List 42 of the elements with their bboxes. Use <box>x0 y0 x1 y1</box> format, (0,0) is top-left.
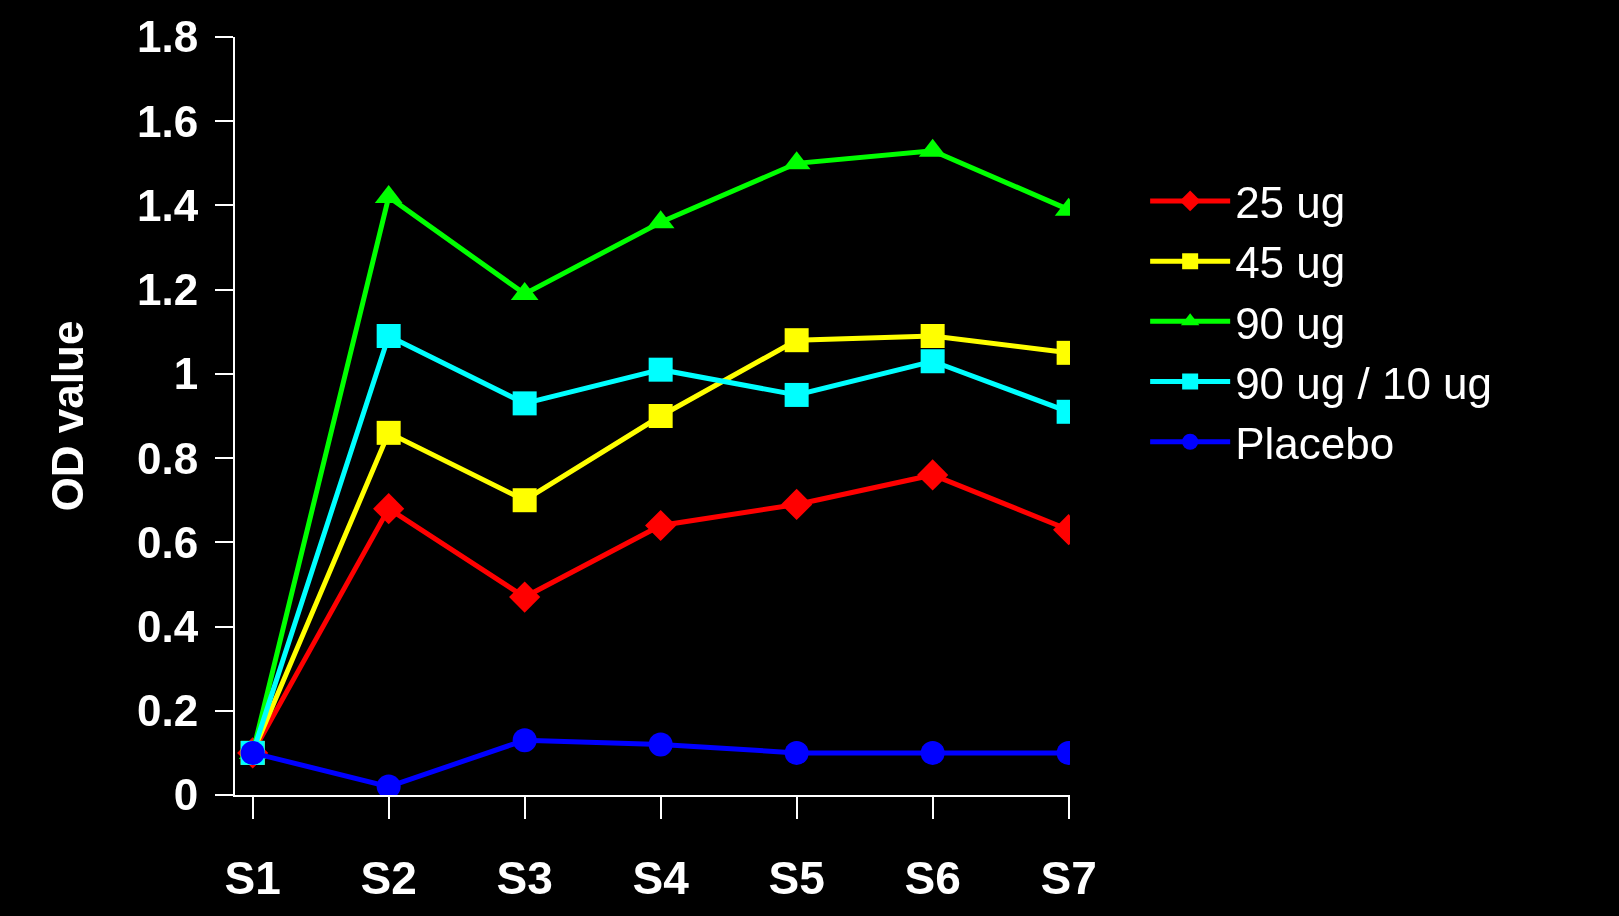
point <box>920 740 945 765</box>
point <box>648 732 673 757</box>
point <box>645 509 677 542</box>
point <box>784 740 809 765</box>
point <box>376 323 401 348</box>
point <box>781 488 813 521</box>
legend-label: 25 ug <box>1235 178 1346 228</box>
point <box>512 391 537 416</box>
legend-label: 45 ug <box>1235 238 1346 288</box>
point <box>920 349 945 374</box>
x-tick-label: S2 <box>360 852 417 905</box>
point <box>648 357 673 382</box>
point <box>376 420 401 445</box>
y-tick-label: 0.6 <box>137 517 199 567</box>
y-tick-label: 0.2 <box>137 686 199 736</box>
y-tick-label: 1 <box>173 349 199 399</box>
point <box>512 488 537 513</box>
point <box>917 459 949 491</box>
point <box>920 323 945 348</box>
y-tick-label: 0.8 <box>137 433 199 483</box>
x-tick-label: S3 <box>496 852 553 905</box>
x-tick-label: S5 <box>768 852 825 905</box>
y-tick-label: 1.8 <box>137 12 199 62</box>
x-tick-label: S6 <box>904 852 961 905</box>
y-tick-label: 1.6 <box>137 96 199 146</box>
x-tick-label: S4 <box>632 852 690 905</box>
legend-label: Placebo <box>1235 418 1395 468</box>
x-tick-label: S7 <box>1040 852 1097 905</box>
y-tick-label: 1.4 <box>137 180 199 230</box>
point <box>648 404 673 428</box>
legend-label: 90 ug <box>1235 298 1346 348</box>
y-tick-label: 0.4 <box>137 601 199 651</box>
point <box>784 382 809 407</box>
y-tick-label: 0 <box>173 770 199 820</box>
point <box>373 493 405 525</box>
point <box>784 328 809 353</box>
legend-label: 90 ug / 10 ug <box>1235 358 1493 408</box>
y-tick-label: 1.2 <box>137 265 199 315</box>
y-axis-title: OD value <box>42 320 92 512</box>
point <box>512 728 537 753</box>
point <box>509 581 541 613</box>
x-tick-label: S1 <box>224 852 281 905</box>
